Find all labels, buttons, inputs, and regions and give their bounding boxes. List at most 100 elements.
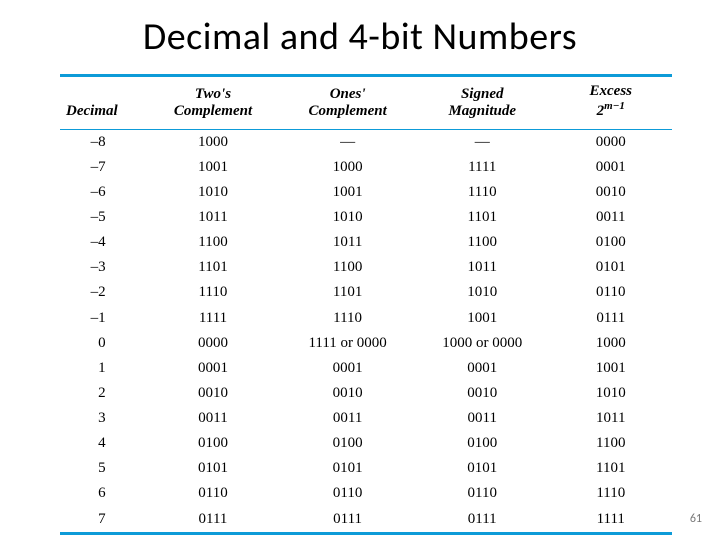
cell-dec: 5 xyxy=(60,456,146,481)
table-row: 70111011101111111 xyxy=(60,506,672,533)
cell-ones: 1100 xyxy=(280,255,415,280)
cell-excess: 1110 xyxy=(550,481,672,506)
cell-twos: 1010 xyxy=(146,180,281,205)
cell-dec: –6 xyxy=(60,180,146,205)
number-systems-table: Decimal Two's Complement Ones' Complemen… xyxy=(60,74,672,535)
col-header-twos-l1: Two's xyxy=(195,86,231,102)
cell-signed: 1011 xyxy=(415,255,550,280)
cell-signed: 1001 xyxy=(415,305,550,330)
cell-dec: –7 xyxy=(60,155,146,180)
col-header-ones-l2: Complement xyxy=(308,103,386,119)
cell-ones: 1001 xyxy=(280,180,415,205)
cell-twos: 0001 xyxy=(146,356,281,381)
col-header-twos: Two's Complement xyxy=(146,76,281,130)
cell-excess: 0001 xyxy=(550,155,672,180)
slide-title: Decimal and 4-bit Numbers xyxy=(0,0,720,66)
cell-dec: 2 xyxy=(60,381,146,406)
cell-excess: 1111 xyxy=(550,506,672,533)
table-row: 50101010101011101 xyxy=(60,456,672,481)
cell-excess: 0011 xyxy=(550,205,672,230)
table-body: –81000——0000–71001100011110001–610101001… xyxy=(60,129,672,533)
col-header-signed-l1: Signed xyxy=(461,86,504,102)
cell-signed: 1101 xyxy=(415,205,550,230)
cell-signed: 1000 or 0000 xyxy=(415,331,550,356)
table-row: –51011101011010011 xyxy=(60,205,672,230)
cell-excess: 1100 xyxy=(550,431,672,456)
cell-ones: 0110 xyxy=(280,481,415,506)
cell-excess: 1001 xyxy=(550,356,672,381)
slide: Decimal and 4-bit Numbers Decimal Two's … xyxy=(0,0,720,540)
col-header-signed: Signed Magnitude xyxy=(415,76,550,130)
table-row: –71001100011110001 xyxy=(60,155,672,180)
cell-ones: 1111 or 0000 xyxy=(280,331,415,356)
table-row: 000001111 or 00001000 or 00001000 xyxy=(60,331,672,356)
col-header-excess: Excess 2m−1 xyxy=(550,76,672,130)
cell-twos: 1110 xyxy=(146,280,281,305)
cell-dec: –8 xyxy=(60,129,146,155)
col-header-decimal: Decimal xyxy=(60,76,146,130)
cell-twos: 1000 xyxy=(146,129,281,155)
cell-signed: 1100 xyxy=(415,230,550,255)
col-header-excess-sup: m−1 xyxy=(604,100,625,112)
cell-ones: — xyxy=(280,129,415,155)
table-row: –11111111010010111 xyxy=(60,305,672,330)
col-header-twos-l2: Complement xyxy=(174,103,252,119)
cell-signed: 1110 xyxy=(415,180,550,205)
cell-signed: 0011 xyxy=(415,406,550,431)
cell-excess: 0110 xyxy=(550,280,672,305)
cell-ones: 0011 xyxy=(280,406,415,431)
cell-ones: 0101 xyxy=(280,456,415,481)
cell-excess: 1000 xyxy=(550,331,672,356)
cell-twos: 1100 xyxy=(146,230,281,255)
cell-signed: 0100 xyxy=(415,431,550,456)
cell-ones: 1101 xyxy=(280,280,415,305)
cell-signed: — xyxy=(415,129,550,155)
col-header-excess-l1: Excess xyxy=(590,83,633,99)
table-row: –41100101111000100 xyxy=(60,230,672,255)
page-number: 61 xyxy=(690,512,702,526)
cell-ones: 0100 xyxy=(280,431,415,456)
col-header-decimal-text: Decimal xyxy=(66,103,118,119)
cell-ones: 1010 xyxy=(280,205,415,230)
cell-excess: 1010 xyxy=(550,381,672,406)
cell-signed: 1111 xyxy=(415,155,550,180)
cell-excess: 0010 xyxy=(550,180,672,205)
cell-ones: 1000 xyxy=(280,155,415,180)
cell-dec: 0 xyxy=(60,331,146,356)
cell-dec: 7 xyxy=(60,506,146,533)
cell-dec: –4 xyxy=(60,230,146,255)
cell-twos: 1011 xyxy=(146,205,281,230)
cell-excess: 0100 xyxy=(550,230,672,255)
cell-twos: 0111 xyxy=(146,506,281,533)
table-row: 40100010001001100 xyxy=(60,431,672,456)
cell-ones: 0001 xyxy=(280,356,415,381)
cell-dec: –2 xyxy=(60,280,146,305)
cell-dec: –1 xyxy=(60,305,146,330)
table-row: 30011001100111011 xyxy=(60,406,672,431)
cell-excess: 0000 xyxy=(550,129,672,155)
cell-ones: 0111 xyxy=(280,506,415,533)
cell-twos: 0101 xyxy=(146,456,281,481)
cell-ones: 1011 xyxy=(280,230,415,255)
cell-signed: 1010 xyxy=(415,280,550,305)
cell-dec: 6 xyxy=(60,481,146,506)
cell-excess: 1011 xyxy=(550,406,672,431)
cell-twos: 0000 xyxy=(146,331,281,356)
cell-twos: 0010 xyxy=(146,381,281,406)
cell-twos: 1001 xyxy=(146,155,281,180)
cell-twos: 1111 xyxy=(146,305,281,330)
cell-excess: 1101 xyxy=(550,456,672,481)
cell-dec: –5 xyxy=(60,205,146,230)
cell-signed: 0001 xyxy=(415,356,550,381)
table-row: 60110011001101110 xyxy=(60,481,672,506)
cell-twos: 0100 xyxy=(146,431,281,456)
table-row: –81000——0000 xyxy=(60,129,672,155)
cell-signed: 0110 xyxy=(415,481,550,506)
cell-dec: 3 xyxy=(60,406,146,431)
table-row: –31101110010110101 xyxy=(60,255,672,280)
col-header-ones-l1: Ones' xyxy=(330,86,366,102)
table-row: –21110110110100110 xyxy=(60,280,672,305)
cell-ones: 1110 xyxy=(280,305,415,330)
cell-dec: 1 xyxy=(60,356,146,381)
cell-dec: –3 xyxy=(60,255,146,280)
